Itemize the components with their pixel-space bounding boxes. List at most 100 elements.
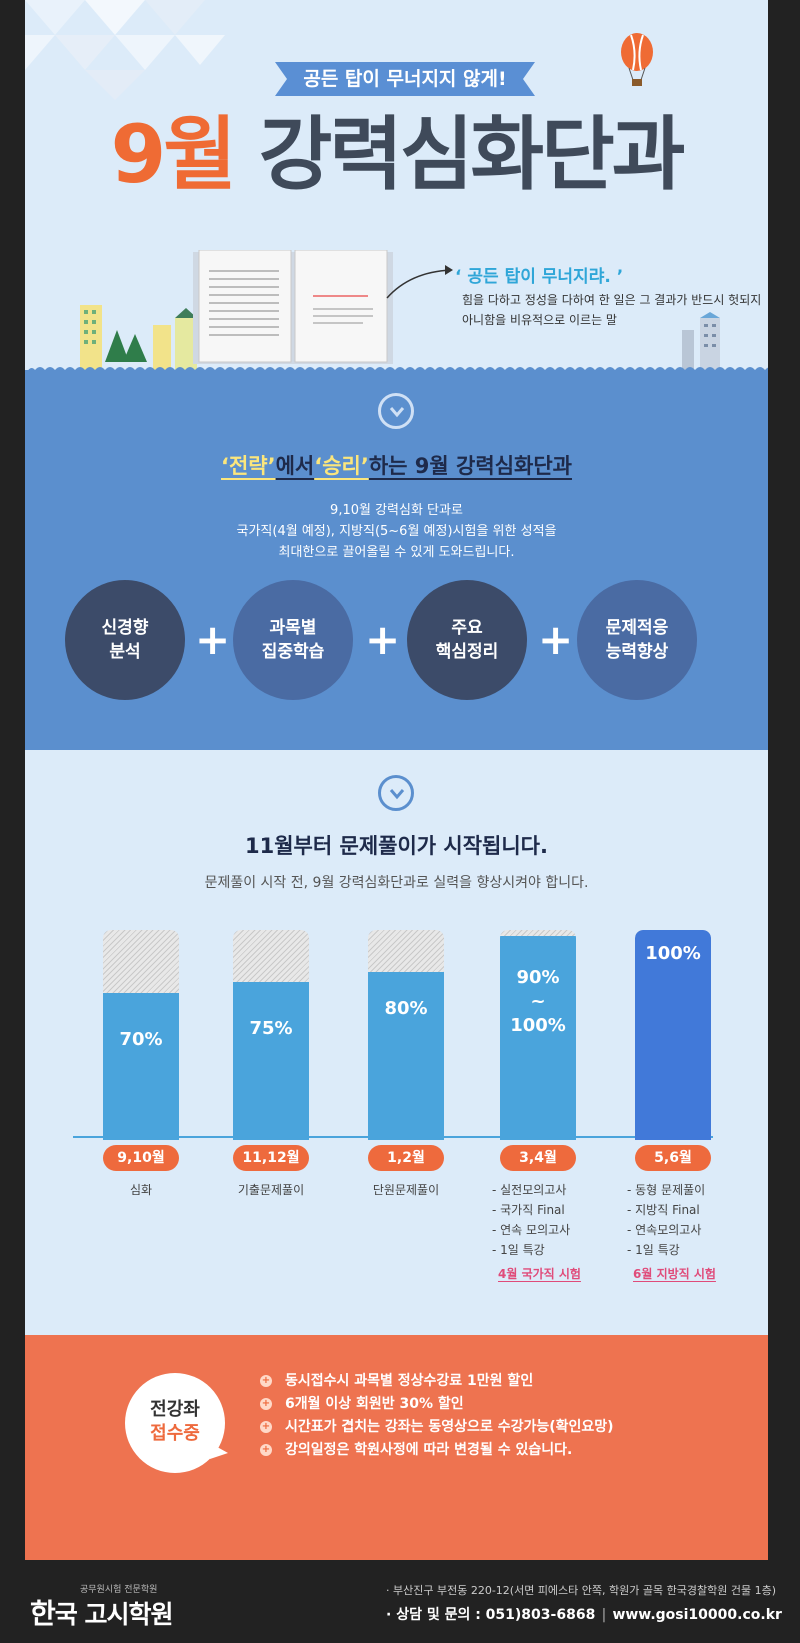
circle-line: 신경향	[101, 618, 149, 638]
notice-item-text: 동시접수시 과목별 정상수강료 1만원 할인	[285, 1373, 534, 1389]
hero-title: 9월 강력심화단과	[25, 100, 768, 210]
strategy-section: ‘전략’에서‘승리’하는 9월 강력심화단과 9,10월 강력심화 단과로 국가…	[25, 367, 768, 753]
circle-line: 문제적응	[605, 618, 669, 638]
stage-description: - 실전모의고사 - 국가직 Final - 연속 모의고사 - 1일 특강	[492, 1180, 632, 1260]
stage-description-line: 심화	[129, 1183, 153, 1197]
notice-item-text: 6개월 이상 회원반 30% 할인	[285, 1396, 464, 1412]
bar	[103, 993, 179, 1140]
phone-text: · 상담 및 문의 : 051)803-6868	[386, 1607, 596, 1623]
contact-line: · 상담 및 문의 : 051)803-6868 | www.gosi10000.c…	[386, 1604, 782, 1624]
hero-title-month: 9월	[110, 108, 237, 201]
stage-description-line: - 연속 모의고사	[492, 1223, 571, 1237]
circle-line: 주요	[451, 618, 483, 638]
open-book-icon	[193, 250, 393, 364]
notice-item-text: 강의일정은 학원사정에 따라 변경될 수 있습니다.	[285, 1442, 573, 1458]
circle-line: 집중학습	[261, 642, 325, 662]
bar-column: 75%	[233, 930, 309, 1140]
bar	[368, 972, 444, 1140]
bar-chart: 70% 75% 80% 90% ~100% 100%	[73, 925, 713, 1140]
notice-item-text: 시간표가 겹치는 강좌는 동영상으로 수강가능(확인요망)	[285, 1419, 614, 1435]
plus-sign: +	[538, 615, 574, 664]
quote-description: 힘을 다하고 정성을 다하여 한 일은 그 결과가 반드시 헛되지 아니함을 비…	[462, 293, 762, 327]
stage-description: 기출문제풀이	[203, 1180, 339, 1200]
notice-item: + 동시접수시 과목별 정상수강료 1만원 할인	[260, 1370, 614, 1393]
address-text: · 부산진구 부전동 220-12(서면 피에스타 안쪽, 학원가 골목 한국경…	[386, 1584, 776, 1597]
stage-description-line: - 국가직 Final	[492, 1203, 565, 1217]
bar-value-text: ~	[530, 991, 546, 1012]
bar-column: 100%	[635, 930, 711, 1140]
city-buildings-icon	[80, 305, 197, 370]
bar-column: 70%	[103, 930, 179, 1140]
stage-description-line: - 실전모의고사	[492, 1183, 567, 1197]
chart-subheading: 문제풀이 시작 전, 9월 강력심화단과로 실력을 향상시켜야 합니다.	[204, 875, 589, 891]
bar-value-text: 70%	[119, 1029, 163, 1050]
plus-bullet-icon: +	[260, 1421, 272, 1433]
bar	[635, 930, 711, 1140]
hero-section: 공든 탑이 무너지지 않게! 9월 강력심화단과	[25, 0, 768, 380]
wave-divider	[25, 367, 768, 376]
stage-description: 심화	[73, 1180, 209, 1200]
bar-value-text: 75%	[249, 1018, 293, 1039]
bar-column: 80%	[368, 930, 444, 1140]
circle-line: 능력향상	[605, 642, 669, 662]
quote-title: ‘ 공든 탑이 무너지랴. ’	[455, 267, 624, 287]
strategy-desc-line: 국가직(4월 예정), 지방직(5~6월 예정)시험을 위한 성적을	[236, 524, 557, 539]
slogan-ribbon: 공든 탑이 무너지지 않게!	[275, 58, 535, 100]
plus-sign: +	[365, 615, 401, 664]
chart-heading: 11월부터 문제풀이가 시작됩니다.	[245, 834, 548, 858]
bar-column: 90% ~100%	[500, 930, 576, 1140]
plus-bullet-icon: +	[260, 1375, 272, 1387]
strategy-description: 9,10월 강력심화 단과로 국가직(4월 예정), 지방직(5~6월 예정)시…	[25, 500, 768, 563]
notice-item: + 강의일정은 학원사정에 따라 변경될 수 있습니다.	[260, 1439, 614, 1462]
stage-description-line: 기출문제풀이	[237, 1183, 305, 1197]
stage-description-line: - 지방직 Final	[627, 1203, 700, 1217]
bar	[233, 982, 309, 1140]
separator: |	[601, 1607, 607, 1623]
logo-tagline: 공무원시험 전문학원	[80, 1585, 158, 1595]
logo-text: 고시학원	[76, 1600, 173, 1629]
period-pill: 1,2월	[368, 1145, 444, 1171]
period-pill: 5,6월	[635, 1145, 711, 1171]
enrollment-badge: 전강좌 접수중	[125, 1373, 225, 1473]
badge-line: 접수중	[150, 1423, 200, 1444]
stage-description-line: 단원문제풀이	[372, 1183, 440, 1197]
website-link[interactable]: www.gosi10000.co.kr	[612, 1607, 782, 1623]
badge-tail	[210, 1443, 228, 1459]
stage-description-line: - 연속모의고사	[627, 1223, 702, 1237]
plus-bullet-icon: +	[260, 1398, 272, 1410]
heading-text-mid: 에서	[275, 454, 315, 478]
tree-icon	[123, 334, 147, 362]
exam-note: 4월 국가직 시험	[498, 1267, 581, 1281]
hero-title-text: 강력심화단과	[233, 108, 686, 201]
circle-line: 과목별	[269, 618, 317, 638]
logo-char: 한	[30, 1597, 56, 1630]
period-pill: 9,10월	[103, 1145, 179, 1171]
heading-keyword-victory: ‘승리’	[314, 454, 369, 478]
bar-value-text: 90%	[516, 967, 560, 988]
bar-value-label: 100%	[635, 942, 711, 966]
period-pill: 3,4월	[500, 1145, 576, 1171]
plus-bullet-icon: +	[260, 1444, 272, 1456]
strategy-desc-line: 최대한으로 끌어올릴 수 있게 도와드립니다.	[278, 545, 515, 560]
circle-line: 분석	[109, 642, 141, 662]
hot-air-balloon-icon	[621, 33, 653, 86]
logo-char: 국	[54, 1600, 78, 1629]
stage-description-line: - 1일 특강	[627, 1243, 680, 1257]
city-buildings-icon	[682, 312, 720, 370]
tree-icon	[105, 330, 129, 362]
progress-chart-section: 11월부터 문제풀이가 시작됩니다. 문제풀이 시작 전, 9월 강력심화단과로…	[25, 750, 768, 1335]
notice-item: + 시간표가 겹치는 강좌는 동영상으로 수강가능(확인요망)	[260, 1416, 614, 1439]
arrow-icon	[386, 265, 453, 299]
academy-logo[interactable]: 한국 고시학원	[30, 1592, 173, 1632]
bar-value-label: 70%	[103, 1028, 179, 1052]
bar-value-text: 100%	[510, 1015, 566, 1036]
notice-item: +6개월 이상 회원반 30% 할인	[260, 1393, 614, 1416]
plus-sign: +	[195, 615, 231, 664]
stage-description: 단원문제풀이	[338, 1180, 474, 1200]
bar-value-text: 100%	[645, 943, 701, 964]
bar-value-label: 80%	[368, 997, 444, 1021]
stage-description-line: - 1일 특강	[492, 1243, 545, 1257]
